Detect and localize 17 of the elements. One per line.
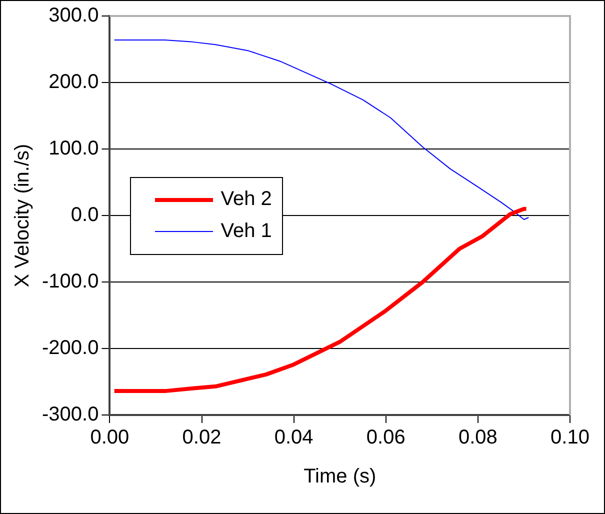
y-tick-label: 0.0	[70, 204, 99, 226]
y-tick-label: 200.0	[48, 71, 99, 94]
legend-label: Veh 2	[220, 188, 272, 211]
x-tick-label: 0.00	[90, 426, 130, 449]
x-tick-label: 0.08	[458, 426, 498, 449]
y-axis-title: X Velocity (in./s)	[12, 144, 34, 288]
y-tick-label: -200.0	[42, 337, 99, 360]
x-tick-label: 0.06	[366, 426, 406, 449]
y-tick-label: -300.0	[42, 404, 99, 426]
x-tick-label: 0.02	[182, 426, 222, 449]
x-tick-label: 0.04	[274, 426, 314, 449]
y-tick-label: -100.0	[42, 270, 99, 293]
x-tick-label: 0.10	[550, 426, 590, 449]
y-tick-label: 100.0	[48, 138, 99, 160]
legend-label: Veh 1	[220, 220, 272, 243]
y-tick-label: 300.0	[48, 4, 99, 27]
x-axis-title: Time (s)	[304, 466, 376, 488]
